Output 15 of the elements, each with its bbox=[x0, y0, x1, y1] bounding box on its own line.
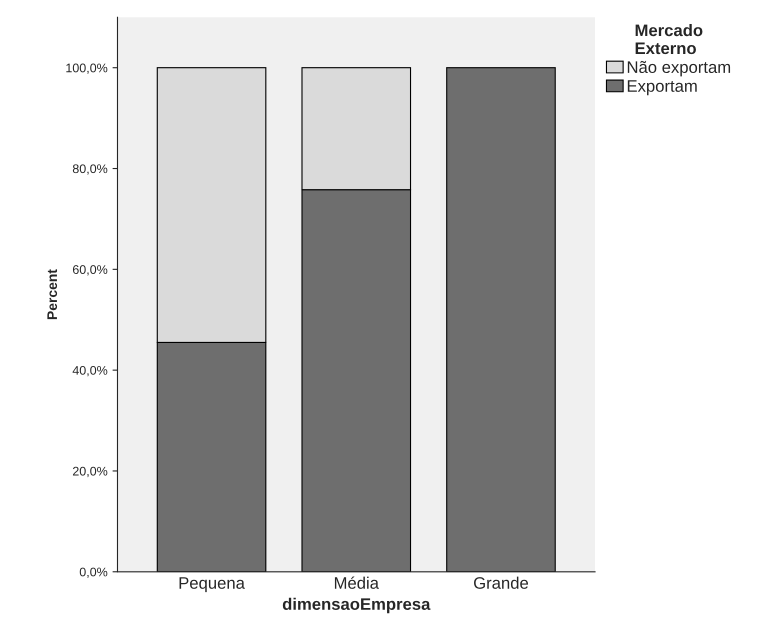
bar bbox=[446, 67, 556, 572]
y-tick-label: 100,0% bbox=[66, 64, 108, 74]
y-tick-label: 0,0% bbox=[80, 568, 108, 578]
x-tick-label: Pequena bbox=[180, 577, 245, 592]
legend-title: Mercado Externo bbox=[636, 24, 702, 54]
legend-label: Exportam bbox=[628, 80, 697, 96]
x-tick-label: Grande bbox=[474, 576, 528, 589]
y-tick-label: 20,0% bbox=[72, 466, 108, 478]
y-tick-label: 40,0% bbox=[72, 366, 108, 376]
legend-label: Não exportam bbox=[628, 60, 730, 76]
y-tick-label: 60,0% bbox=[72, 265, 108, 276]
x-tick-label: Média bbox=[334, 576, 379, 589]
y-tick-label: 80,0% bbox=[72, 164, 108, 175]
y-axis-title: Percent bbox=[47, 269, 58, 320]
x-axis-title: dimensaoEmpresa bbox=[282, 598, 430, 614]
